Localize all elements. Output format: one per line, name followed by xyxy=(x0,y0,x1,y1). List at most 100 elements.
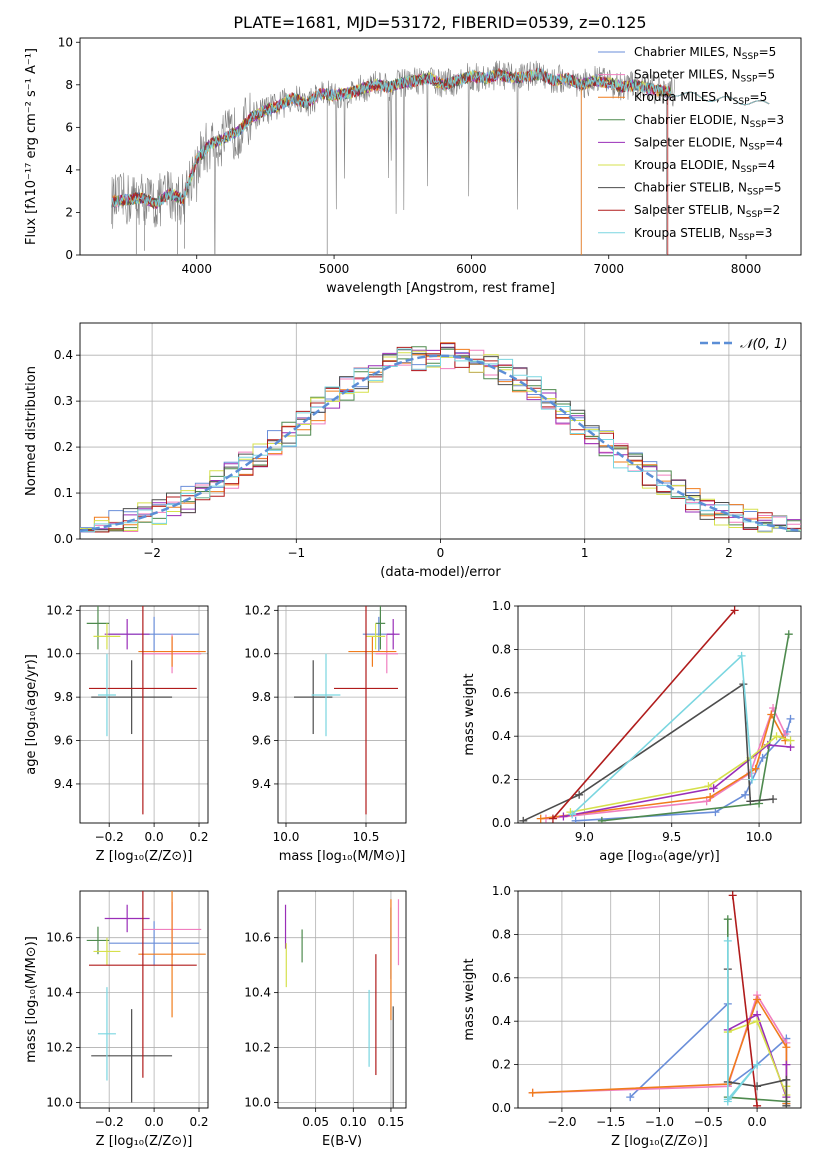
weight-vs-age-ytick-label-3: 0.6 xyxy=(492,686,511,700)
legend-suffix-2: =5 xyxy=(750,90,768,104)
weight-vs-Z-xtick-label-2: −1.0 xyxy=(645,1115,674,1129)
weight-vs-age-marker-6-0 xyxy=(519,816,528,823)
residual-hist-7 xyxy=(80,342,801,533)
weight-vs-Z-xtick-label-0: −2.0 xyxy=(547,1115,576,1129)
weight-vs-age-marker-0-1 xyxy=(711,808,720,817)
weight-vs-age-marker-0-2 xyxy=(741,790,750,799)
weight-vs-Z-marker-6-3 xyxy=(782,1075,791,1084)
legend-sub-1: SSP xyxy=(741,75,758,85)
legend-sub-0: SSP xyxy=(742,52,759,62)
spectrum-xtick-label-3: 7000 xyxy=(593,262,624,276)
weight-vs-age-ytick-label-2: 0.4 xyxy=(492,729,511,743)
weight-vs-age-line-4 xyxy=(563,744,791,818)
residuals-xtick-label-4: 2 xyxy=(725,546,733,560)
legend-suffix-3: =3 xyxy=(766,113,784,127)
chart-age-vs-Z: −0.2 0.0 0.2 9.4 9.6 9.8 10.0 10.2 Z [log₁₀(Z/Z⊙… xyxy=(24,603,209,864)
weight-vs-age-ytick-label-5: 1.0 xyxy=(492,599,511,613)
residual-hist-8 xyxy=(80,348,801,533)
age-vs-mass-frame xyxy=(277,605,407,824)
weight-vs-age-ytick-label-1: 0.2 xyxy=(492,773,511,787)
legend-suffix-1: =5 xyxy=(757,68,775,82)
weight-vs-age-xtick-label-1: 9.5 xyxy=(662,830,681,844)
weight-vs-age-marker-2-1 xyxy=(706,792,715,801)
age-vs-mass-xlabel: mass [log₁₀(M/M⊙)] xyxy=(279,849,406,864)
legend-label-8: Kroupa STELIB, NSSP=3 xyxy=(634,226,772,243)
mass-vs-EBV-frame xyxy=(277,890,407,1109)
weight-vs-age-marker-6-1 xyxy=(575,790,584,799)
legend-suffix-7: =2 xyxy=(763,203,781,217)
weight-vs-Z-xtick-label-1: −1.5 xyxy=(596,1115,625,1129)
age-vs-Z-ylabel: age [log₁₀(age/yr)] xyxy=(24,654,39,775)
residuals-ytick-label-4: 0.4 xyxy=(54,348,73,362)
spectrum-xtick-label-4: 8000 xyxy=(731,262,762,276)
legend-sub-7: SSP xyxy=(746,210,763,220)
age-vs-Z-frame xyxy=(79,605,209,824)
age-vs-Z-ytick-label-1: 9.6 xyxy=(54,734,73,748)
weight-vs-age-plot-area xyxy=(519,606,795,823)
chart-spectrum: 4000 5000 6000 7000 8000 0 2 4 6 8 10 wavelength [A… xyxy=(24,35,802,296)
legend-name-2: Kroupa MILES, N xyxy=(634,90,733,104)
chart-mass-vs-EBV: 0.05 0.10 0.15 10.0 10.2 10.4 10.6 E(B-V) xyxy=(244,890,407,1149)
legend-label-1: Salpeter MILES, NSSP=5 xyxy=(634,68,775,85)
legend-label-4: Salpeter ELODIE, NSSP=4 xyxy=(634,135,783,152)
age-vs-mass-ytick-label-4: 10.2 xyxy=(244,603,271,617)
weight-vs-Z-xtick-label-3: −0.5 xyxy=(694,1115,723,1129)
mass-vs-Z-ytick-label-0: 10.0 xyxy=(46,1096,73,1110)
weight-vs-age-xtick-label-0: 9.0 xyxy=(575,830,594,844)
age-vs-Z-xtick-label-2: 0.2 xyxy=(189,830,208,844)
mass-vs-Z-xlabel: Z [log₁₀(Z/Z⊙)] xyxy=(96,1134,193,1149)
legend-label-6: Chabrier STELIB, NSSP=5 xyxy=(634,181,782,198)
chart-mass-vs-Z: −0.2 0.0 0.2 10.0 10.2 10.4 10.6 Z [log₁₀(Z/Z⊙)… xyxy=(24,890,209,1149)
weight-vs-Z-marker-7-0 xyxy=(728,891,737,900)
mass-vs-EBV-xtick-label-1: 0.10 xyxy=(340,1115,367,1129)
chart-weight-vs-age: 9.0 9.5 10.0 0.0 0.2 0.4 0.6 0.8 1.0 age [log₁₀(a… xyxy=(462,599,802,864)
spectrum-frame xyxy=(79,37,802,256)
legend-suffix-6: =5 xyxy=(764,181,782,195)
residuals-xtick-label-2: 0 xyxy=(437,546,445,560)
figure-title: PLATE=1681, MJD=53172, FIBERID=0539, z=0… xyxy=(233,13,646,32)
residuals-ytick-label-2: 0.2 xyxy=(54,440,73,454)
weight-vs-Z-marker-2-0 xyxy=(528,1088,537,1097)
mass-vs-Z-ylabel: mass [log₁₀(M/M⊙)] xyxy=(24,936,39,1063)
legend-label-7: Salpeter STELIB, NSSP=2 xyxy=(634,203,780,220)
legend-sub-3: SSP xyxy=(750,120,767,130)
mass-vs-EBV-ytick-label-2: 10.4 xyxy=(244,986,271,1000)
age-vs-mass-xtick-label-1: 10.5 xyxy=(353,830,380,844)
weight-vs-age-line-3 xyxy=(601,634,790,822)
weight-vs-age-ytick-label-4: 0.8 xyxy=(492,642,511,656)
legend-sub-5: SSP xyxy=(741,165,758,175)
weight-vs-age-marker-6-3 xyxy=(746,797,755,806)
mass-vs-EBV-ytick-label-1: 10.2 xyxy=(244,1041,271,1055)
mass-vs-Z-ytick-label-3: 10.6 xyxy=(46,931,73,945)
mass-vs-Z-frame xyxy=(79,890,209,1109)
age-vs-mass-ytick-label-1: 9.6 xyxy=(252,734,271,748)
chart-residuals: −2 −1 0 1 2 0.0 0.1 0.2 0.3 0.4 (data-model)/error… xyxy=(24,322,802,580)
age-vs-Z-xlabel: Z [log₁₀(Z/Z⊙)] xyxy=(96,849,193,864)
weight-vs-age-marker-6-4 xyxy=(769,795,778,804)
mass-vs-Z-plot-area xyxy=(86,891,206,1103)
age-vs-Z-ytick-label-2: 9.8 xyxy=(54,690,73,704)
legend-sub-4: SSP xyxy=(748,142,765,152)
age-vs-mass-plot-area xyxy=(294,606,400,815)
residuals-xtick-label-3: 1 xyxy=(581,546,589,560)
age-vs-Z-ytick-label-4: 10.2 xyxy=(46,603,73,617)
weight-vs-age-line-8 xyxy=(571,654,753,815)
weight-vs-age-marker-7-1 xyxy=(730,606,739,615)
weight-vs-age-marker-2-0 xyxy=(536,814,545,823)
weight-vs-Z-marker-4-3 xyxy=(782,1060,791,1069)
age-vs-mass-xtick-label-0: 10.0 xyxy=(273,830,300,844)
weight-vs-Z-frame xyxy=(517,890,802,1109)
legend-name-7: Salpeter STELIB, N xyxy=(634,203,746,217)
weight-vs-Z-ytick-label-0: 0.0 xyxy=(492,1101,511,1115)
chart-age-vs-mass: 10.0 10.5 9.4 9.6 9.8 10.0 10.2 mass [log₁₀(M/M… xyxy=(244,603,407,864)
weight-vs-Z-marker-8-0 xyxy=(723,936,732,945)
age-vs-mass-ytick-label-3: 10.0 xyxy=(244,647,271,661)
residuals-ylabel: Normed distribution xyxy=(24,366,39,496)
age-vs-mass-ytick-label-2: 9.8 xyxy=(252,690,271,704)
weight-vs-age-marker-8-1 xyxy=(737,651,746,660)
weight-vs-Z-ytick-label-3: 0.6 xyxy=(492,971,511,985)
weight-vs-age-marker-3-0 xyxy=(597,816,606,823)
model-line-8 xyxy=(111,67,770,208)
weight-vs-Z-ytick-label-5: 1.0 xyxy=(492,884,511,898)
